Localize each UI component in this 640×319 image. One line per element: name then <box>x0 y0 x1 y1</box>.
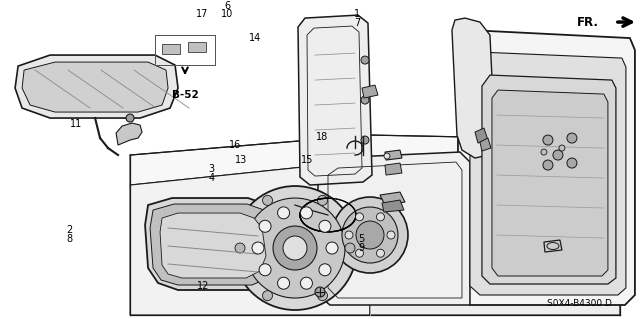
Text: 5: 5 <box>358 234 365 244</box>
Text: 16: 16 <box>229 140 242 150</box>
Polygon shape <box>15 55 178 118</box>
Circle shape <box>278 277 289 289</box>
Bar <box>155 35 215 65</box>
Text: 4: 4 <box>208 173 214 183</box>
Polygon shape <box>22 62 168 112</box>
Circle shape <box>543 135 553 145</box>
Text: FR.: FR. <box>577 16 599 29</box>
Text: 3: 3 <box>208 164 214 174</box>
Circle shape <box>553 150 563 160</box>
Text: 17: 17 <box>196 10 209 19</box>
Circle shape <box>262 291 273 300</box>
Circle shape <box>567 158 577 168</box>
Circle shape <box>259 220 271 232</box>
Circle shape <box>252 242 264 254</box>
Polygon shape <box>318 152 470 305</box>
Bar <box>155 35 215 65</box>
Polygon shape <box>475 128 488 143</box>
Circle shape <box>233 186 357 310</box>
Circle shape <box>278 207 289 219</box>
Polygon shape <box>162 44 180 54</box>
Circle shape <box>355 213 364 221</box>
Circle shape <box>387 231 395 239</box>
Polygon shape <box>382 200 404 212</box>
Polygon shape <box>492 90 608 276</box>
Polygon shape <box>145 198 284 290</box>
Polygon shape <box>362 85 378 98</box>
Polygon shape <box>130 160 370 315</box>
Polygon shape <box>150 204 278 285</box>
Circle shape <box>262 196 273 205</box>
Circle shape <box>283 236 307 260</box>
Polygon shape <box>130 135 620 185</box>
Polygon shape <box>458 30 635 305</box>
Circle shape <box>356 221 384 249</box>
Circle shape <box>342 207 398 263</box>
Text: 8: 8 <box>66 234 72 244</box>
Circle shape <box>361 136 369 144</box>
Circle shape <box>541 149 547 155</box>
Text: 14: 14 <box>248 33 261 43</box>
Circle shape <box>317 291 328 300</box>
Text: 13: 13 <box>234 154 247 165</box>
Circle shape <box>319 220 331 232</box>
Polygon shape <box>452 18 495 158</box>
Text: 1: 1 <box>354 10 360 19</box>
Circle shape <box>376 213 385 221</box>
Bar <box>155 35 215 65</box>
Circle shape <box>345 243 355 253</box>
Circle shape <box>384 153 390 159</box>
Polygon shape <box>480 138 491 151</box>
Text: 18: 18 <box>316 132 328 142</box>
Circle shape <box>559 145 565 151</box>
Circle shape <box>326 242 338 254</box>
Polygon shape <box>370 160 620 315</box>
Circle shape <box>345 231 353 239</box>
Polygon shape <box>385 163 402 175</box>
Circle shape <box>315 287 325 297</box>
Polygon shape <box>298 15 372 185</box>
Circle shape <box>235 243 245 253</box>
Polygon shape <box>188 42 206 52</box>
Circle shape <box>259 264 271 276</box>
Polygon shape <box>385 150 402 160</box>
Text: 10: 10 <box>221 10 234 19</box>
Text: 2: 2 <box>66 225 72 235</box>
Text: 7: 7 <box>354 18 360 28</box>
Circle shape <box>361 96 369 104</box>
Circle shape <box>361 56 369 64</box>
Text: B-52: B-52 <box>172 90 198 100</box>
Polygon shape <box>116 123 142 145</box>
Bar <box>155 35 215 65</box>
Text: 9: 9 <box>358 242 365 253</box>
Polygon shape <box>470 52 626 295</box>
Circle shape <box>567 133 577 143</box>
Text: 11: 11 <box>70 119 82 130</box>
Circle shape <box>332 197 408 273</box>
Circle shape <box>543 160 553 170</box>
Circle shape <box>376 249 385 257</box>
Text: 15: 15 <box>301 154 314 165</box>
Polygon shape <box>380 192 405 205</box>
Text: 12: 12 <box>197 281 210 292</box>
Circle shape <box>126 114 134 122</box>
Circle shape <box>300 207 312 219</box>
Circle shape <box>273 226 317 270</box>
Circle shape <box>317 196 328 205</box>
Text: S0X4-B4300 D: S0X4-B4300 D <box>547 299 612 308</box>
Circle shape <box>300 277 312 289</box>
Circle shape <box>245 198 345 298</box>
Polygon shape <box>160 213 266 278</box>
Circle shape <box>319 264 331 276</box>
Polygon shape <box>482 75 616 284</box>
Circle shape <box>355 249 364 257</box>
Text: 6: 6 <box>224 2 230 11</box>
